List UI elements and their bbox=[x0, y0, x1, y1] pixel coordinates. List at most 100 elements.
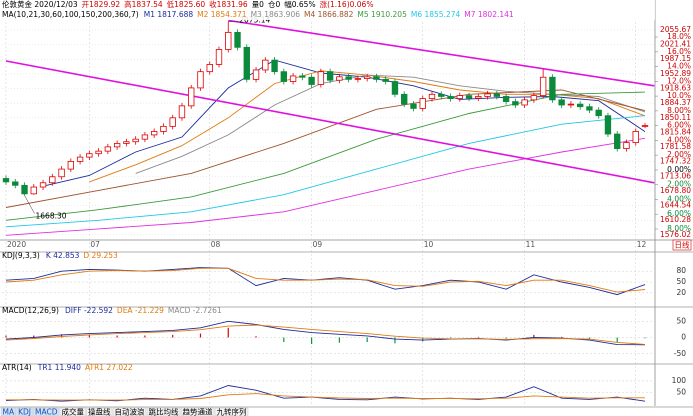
legend-item: TR1 11.940 bbox=[37, 363, 81, 372]
candle-body bbox=[95, 150, 102, 155]
candle-body bbox=[641, 125, 649, 127]
candle-body bbox=[632, 131, 639, 143]
candle-body bbox=[382, 78, 389, 82]
legend-item: 涨(1.16)0.06% bbox=[320, 0, 374, 9]
candle-body bbox=[354, 78, 362, 80]
candle-body bbox=[373, 76, 380, 80]
candle-body bbox=[225, 31, 232, 50]
candle-body bbox=[234, 31, 241, 48]
tab[interactable]: 操盘线 bbox=[88, 406, 111, 416]
candle-body bbox=[160, 125, 167, 132]
candle-body bbox=[521, 99, 528, 106]
y-tick-label: 20 bbox=[676, 288, 686, 297]
y2-tick-label: 2.00% bbox=[667, 150, 691, 159]
candle-body bbox=[169, 117, 176, 127]
legend-item: M2 1854.371 bbox=[197, 10, 247, 19]
legend-item: M6 1855.274 bbox=[411, 10, 461, 19]
y-tick-label: 1987.15 bbox=[660, 54, 691, 63]
candle-body bbox=[558, 99, 565, 106]
candle-body bbox=[539, 76, 547, 96]
legend-item: DIFF -22.592 bbox=[65, 306, 113, 315]
candle-body bbox=[614, 133, 621, 149]
candle-body bbox=[150, 131, 158, 136]
tab-bg bbox=[16, 407, 33, 416]
y-tick-label: 2021.41 bbox=[660, 40, 691, 49]
y-tick-label: 1815.84 bbox=[660, 127, 691, 136]
candle-body bbox=[76, 156, 84, 162]
candle-body bbox=[576, 103, 584, 108]
legend-item: 低1825.60 bbox=[167, 0, 206, 9]
y-tick-label: 1918.63 bbox=[660, 83, 691, 92]
legend-item: MACD -2.7261 bbox=[168, 306, 222, 315]
indicator-line bbox=[5, 385, 646, 402]
candle-body bbox=[49, 176, 56, 184]
y-tick-label: 1610.28 bbox=[660, 215, 691, 224]
candle-body bbox=[252, 69, 260, 80]
candle-body bbox=[438, 93, 445, 97]
x-tick-label: 10 bbox=[424, 240, 434, 249]
tab[interactable]: 成交量 bbox=[62, 406, 85, 416]
candle-body bbox=[2, 178, 10, 183]
y-tick-label: 1644.54 bbox=[660, 201, 691, 210]
tab[interactable]: MA bbox=[3, 407, 15, 416]
tab[interactable]: MACD bbox=[35, 407, 58, 416]
y2-tick-label: 2.00% bbox=[667, 180, 691, 189]
tab-bg bbox=[112, 407, 147, 416]
y-tick-label: 1713.06 bbox=[660, 171, 691, 180]
candle-body bbox=[604, 115, 612, 135]
tab[interactable]: 九转序列 bbox=[217, 406, 247, 416]
candle-body bbox=[512, 101, 519, 106]
candle-body bbox=[502, 96, 510, 102]
candle-body bbox=[493, 93, 501, 97]
ma-line bbox=[5, 91, 646, 221]
candle-body bbox=[484, 93, 491, 97]
candle-body bbox=[123, 141, 130, 144]
candle-body bbox=[623, 142, 630, 149]
y2-tick-label: 10.0% bbox=[667, 91, 691, 100]
tab-bg bbox=[146, 407, 181, 416]
ma-line bbox=[5, 137, 646, 236]
ma-line bbox=[42, 59, 646, 187]
period-box bbox=[672, 239, 692, 251]
tab[interactable]: 自动波浪 bbox=[115, 406, 145, 416]
candle-body bbox=[113, 143, 121, 148]
candle-body bbox=[401, 93, 408, 105]
period-label: 日线 bbox=[675, 240, 690, 250]
panel-title: MACD(12,26,9) bbox=[2, 306, 59, 315]
y-tick-label: 80 bbox=[676, 266, 686, 275]
y-tick-label: 50 bbox=[676, 277, 686, 286]
y2-tick-label: 14.0% bbox=[667, 62, 691, 71]
candle-body bbox=[280, 71, 288, 82]
y2-tick-label: 0.00% bbox=[667, 165, 691, 174]
legend-item: M7 1802.141 bbox=[464, 10, 514, 19]
y2-tick-label: 8.00% bbox=[667, 106, 691, 115]
header-bg bbox=[0, 0, 655, 20]
tab[interactable]: 跳比均线 bbox=[149, 406, 179, 416]
candle-body bbox=[12, 181, 19, 186]
y-tick-label: 0 bbox=[681, 333, 686, 342]
tab-bg bbox=[86, 407, 113, 416]
y2-tick-label: 18.0% bbox=[667, 32, 691, 41]
candle-body bbox=[86, 153, 93, 158]
candle-body bbox=[67, 160, 75, 170]
legend-item: 幅0.65% bbox=[284, 0, 315, 9]
candle-body bbox=[243, 46, 250, 80]
y2-tick-label: 16.0% bbox=[667, 47, 691, 56]
candle-body bbox=[206, 64, 213, 73]
indicator-line bbox=[5, 324, 646, 345]
y-tick-label: 1884.37 bbox=[660, 98, 691, 107]
legend-item: ATR1 27.022 bbox=[85, 363, 133, 372]
candle-body bbox=[308, 76, 315, 85]
tab[interactable]: 趋势通道 bbox=[183, 406, 213, 416]
legend-item: M3 1863.906 bbox=[251, 10, 301, 19]
candle-body bbox=[132, 138, 139, 143]
y-tick-label: 1952.89 bbox=[660, 69, 691, 78]
trend-line bbox=[5, 60, 655, 184]
candle-body bbox=[21, 184, 28, 195]
tab[interactable]: KDJ bbox=[18, 407, 31, 416]
legend-item: 高1837.54 bbox=[124, 0, 163, 9]
y-tick-label: 1576.02 bbox=[660, 230, 691, 239]
candle-body bbox=[299, 75, 306, 78]
candle-body bbox=[363, 76, 371, 79]
